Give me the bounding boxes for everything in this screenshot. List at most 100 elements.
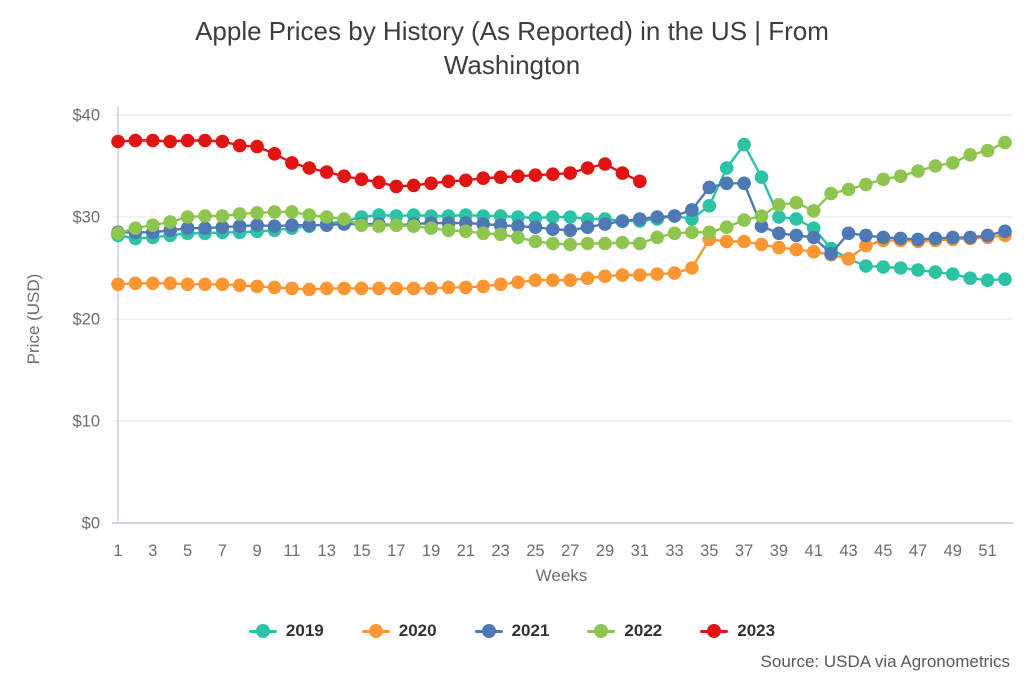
data-point-2023 [580,161,595,175]
data-point-2022 [563,237,577,252]
legend-item-2023[interactable]: 2023 [700,621,775,641]
data-point-2022 [285,205,299,219]
data-point-2022 [354,218,369,232]
data-point-2020 [285,281,299,296]
data-point-2020 [841,251,856,266]
data-point-2022 [337,212,351,226]
data-point-2021 [111,225,125,240]
data-point-2020 [111,277,125,292]
data-point-2022 [998,135,1012,150]
source-attribution: Source: USDA via Agronometrics [760,652,1010,671]
data-point-2023 [546,167,560,181]
data-point-2020 [406,281,421,296]
data-point-2020 [893,233,908,248]
data-point-2021 [198,221,212,235]
legend-item-2020[interactable]: 2020 [361,621,437,641]
data-point-2023 [232,138,247,153]
data-point-2022 [789,195,804,210]
series-line-2023 [117,139,641,188]
chart-title-line2: Washington [443,50,581,81]
data-point-2019 [111,228,125,243]
data-point-2020 [946,232,960,247]
data-point-2022 [424,221,438,235]
legend-item-2022[interactable]: 2022 [587,621,662,641]
data-point-2020 [476,279,491,294]
series-2022 [111,135,1012,252]
y-axis-title: Price (USD) [24,273,43,365]
x-tick-label: 29 [596,542,614,560]
data-point-2022 [633,236,647,251]
legend-label-2020: 2020 [398,621,437,640]
data-point-2021 [232,219,247,233]
data-point-2021 [754,219,769,233]
data-point-2019 [702,199,717,213]
data-point-2020 [528,273,543,288]
y-tick-label: $20 [72,311,100,329]
data-point-2022 [754,209,769,223]
data-point-2021 [546,222,560,236]
data-point-2022 [163,215,177,229]
data-point-2023 [424,176,438,191]
data-point-2019 [598,212,612,226]
data-point-2020 [493,277,508,292]
data-point-2021 [319,218,334,232]
data-point-2021 [824,246,838,261]
legend: 2019 2020 2021 2022 2023 [0,621,1024,641]
data-point-2021 [302,218,317,232]
data-point-2023 [250,139,264,154]
legend-item-2021[interactable]: 2021 [474,621,549,641]
data-point-2022 [389,218,404,232]
series-line-2022 [117,141,1006,246]
data-point-2021 [963,230,977,245]
legend-marker-2020-icon [361,624,390,638]
data-point-2023 [163,134,177,149]
data-point-2020 [215,277,230,292]
data-point-2021 [650,210,664,224]
data-point-2020 [546,273,560,288]
data-point-2019 [406,208,421,222]
data-point-2023 [389,179,404,194]
data-point-2022 [180,210,195,224]
data-point-2021 [459,216,473,230]
data-point-2019 [302,219,317,233]
x-tick-label: 3 [148,542,157,560]
data-point-2023 [267,147,282,161]
data-point-2020 [267,280,282,295]
data-point-2022 [719,220,734,234]
chart-title: Apple Prices by History (As Reported) in… [0,14,1024,83]
data-point-2022 [146,218,160,232]
data-point-2019 [859,259,873,273]
data-point-2021 [598,217,612,231]
data-point-2020 [232,278,247,293]
data-point-2020 [928,233,943,248]
y-tick-label: $30 [72,209,100,227]
data-point-2019 [511,210,525,224]
legend-item-2019[interactable]: 2019 [248,621,324,641]
data-point-2021 [372,217,386,231]
data-point-2021 [146,225,160,240]
x-tick-label: 47 [909,542,927,560]
data-point-2022 [372,219,386,233]
x-tick-label: 33 [665,542,683,560]
data-point-2021 [389,218,404,232]
data-point-2021 [580,220,595,234]
series-2020 [111,228,1012,297]
legend-marker-2021-icon [474,624,503,638]
data-point-2019 [841,251,856,266]
data-point-2022 [459,224,473,239]
data-point-2021 [163,223,177,238]
data-point-2019 [876,260,891,274]
data-point-2022 [772,198,786,212]
data-point-2022 [667,226,682,241]
data-point-2022 [528,234,543,249]
data-point-2022 [824,186,838,201]
x-tick-label: 1 [113,542,122,560]
legend-marker-2022-icon [587,624,616,638]
data-point-2019 [180,226,195,241]
data-point-2021 [528,220,543,234]
data-point-2021 [685,203,699,217]
data-point-2022 [928,159,943,173]
data-point-2022 [946,156,960,170]
data-point-2019 [806,221,821,235]
data-point-2019 [719,161,734,175]
